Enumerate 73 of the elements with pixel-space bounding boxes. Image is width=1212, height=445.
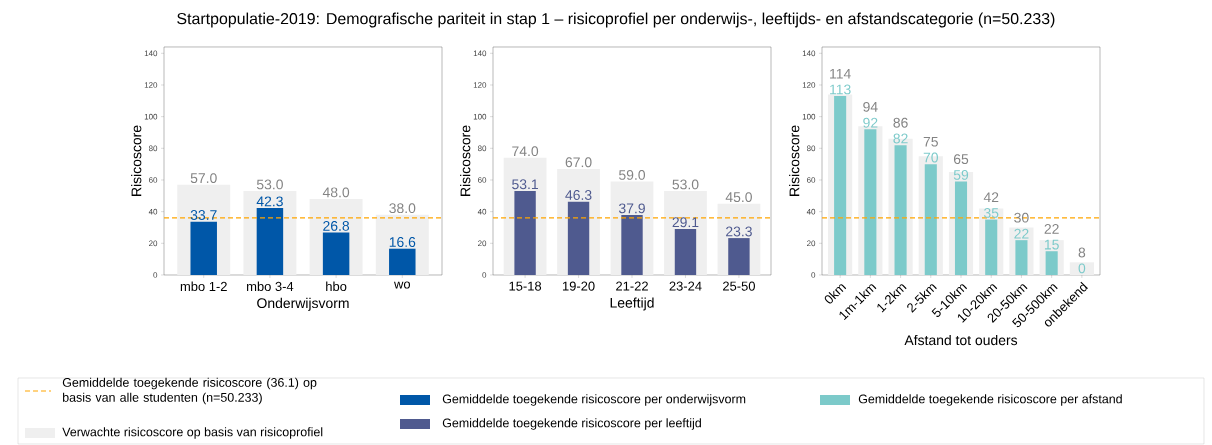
bar <box>1045 251 1058 275</box>
bar <box>256 208 284 275</box>
data-label: 35 <box>984 207 999 218</box>
text: Startpopulatie-2019: Demografische pariteit in stap 1 – risicoprofiel per onderwijs-, leeftijds- en afstandscategorie (n=50.233) <box>177 12 1055 28</box>
x-tick-label: 19-20 <box>562 281 595 291</box>
x-tick-label: 23-24 <box>669 281 702 291</box>
y-axis-title: Risicoscore <box>789 125 800 196</box>
x-tick-label: 21-22 <box>616 281 648 291</box>
bar <box>834 96 847 275</box>
data-label: 15 <box>1044 239 1059 250</box>
bar <box>1015 240 1028 275</box>
data-label: 53.1 <box>512 179 538 190</box>
bar <box>894 145 907 275</box>
data-label: 74.0 <box>512 146 539 157</box>
data-label: 65 <box>953 154 969 165</box>
legend-label: Gemiddelde toegekende risicoscore per afstand <box>858 394 1122 406</box>
data-label: 23.3 <box>726 226 752 237</box>
legend-label: Verwachte risicoscore op basis van risicoprofiel <box>62 427 323 439</box>
data-label: 48.0 <box>322 187 350 198</box>
y-axis-title: Risicoscore <box>131 125 142 196</box>
data-label: 0 <box>1078 263 1086 274</box>
bar <box>728 238 750 275</box>
data-label: 92 <box>863 117 878 128</box>
bar <box>864 129 877 275</box>
legend-label: Gemiddelde toegekende risicoscore (36.1) op basis van alle studenten (n=50.233) <box>62 377 317 405</box>
data-label: 26.8 <box>323 220 350 231</box>
x-tick-label: mbo 3-4 <box>247 281 294 292</box>
y-axis-title: Risicoscore <box>460 125 471 196</box>
bar <box>985 219 998 275</box>
data-label: 16.6 <box>389 237 416 248</box>
data-label: 59 <box>953 169 969 180</box>
bar <box>954 181 968 275</box>
data-label: 82 <box>893 133 908 144</box>
data-label: 22 <box>1014 228 1029 239</box>
data-label: 38.0 <box>389 203 416 214</box>
bar <box>621 214 643 275</box>
bar <box>322 232 350 275</box>
x-axis-title: Leeftijd <box>610 297 654 311</box>
data-label: 22 <box>1044 223 1059 234</box>
data-label: 37.9 <box>618 203 645 214</box>
x-tick-label: mbo 1-2 <box>180 281 227 292</box>
data-label: 59.0 <box>619 169 646 180</box>
bar <box>190 221 217 275</box>
data-label: 53.0 <box>672 179 699 190</box>
bar <box>514 190 536 275</box>
data-label: 46.3 <box>565 190 592 200</box>
data-label: 29.1 <box>672 217 699 228</box>
data-label: 8 <box>1078 247 1086 258</box>
bar <box>1069 262 1094 275</box>
x-axis-title: Afstand tot ouders <box>904 334 1018 346</box>
data-label: 45.0 <box>725 192 752 203</box>
data-label: 67.0 <box>565 157 592 168</box>
data-label: 70 <box>923 152 939 163</box>
data-label: 94 <box>863 101 878 112</box>
bar <box>924 164 937 275</box>
data-label: 57.0 <box>190 173 217 184</box>
x-axis-title: Onderwijsvorm <box>257 297 349 311</box>
data-label: 114 <box>830 68 851 79</box>
legend-label: Gemiddelde toegekende risicoscore per leeftijd <box>442 418 701 430</box>
data-label: 75 <box>923 136 938 147</box>
data-label: 86 <box>893 117 908 128</box>
bar <box>567 201 590 275</box>
data-label: 42 <box>983 192 999 203</box>
data-label: 53.0 <box>256 179 283 190</box>
x-tick-label: hbo <box>326 281 347 292</box>
x-tick-label: 15-18 <box>509 281 542 291</box>
bar <box>674 228 697 275</box>
data-label: 42.3 <box>256 196 283 207</box>
legend-label: Gemiddelde toegekende risicoscore per onderwijsvorm <box>442 394 746 406</box>
x-tick-label: wo <box>394 281 411 289</box>
data-label: 113 <box>830 84 851 95</box>
bar <box>389 248 416 275</box>
x-tick-label: 25-50 <box>723 281 755 291</box>
